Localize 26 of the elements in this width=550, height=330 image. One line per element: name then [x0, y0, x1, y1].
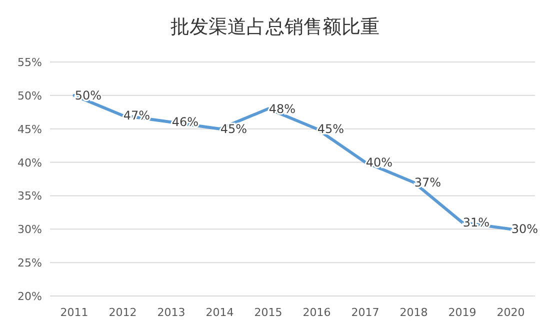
x-tick-label: 2013	[157, 306, 186, 319]
y-tick-label: 45%	[18, 122, 42, 136]
data-label: 45%	[220, 122, 248, 136]
x-tick-label: 2012	[108, 306, 137, 319]
x-tick-label: 2019	[448, 306, 476, 319]
chart-title: 批发渠道占总销售额比重	[170, 16, 380, 38]
y-tick-label: 25%	[18, 256, 42, 270]
y-tick-label: 30%	[18, 223, 42, 236]
y-tick-label: 20%	[18, 290, 42, 303]
x-tick-label: 2011	[60, 306, 88, 319]
x-tick-label: 2020	[496, 306, 525, 319]
x-tick-label: 2015	[254, 306, 282, 319]
x-tick-label: 2016	[302, 306, 331, 319]
y-tick-label: 55%	[18, 56, 42, 69]
y-tick-label: 40%	[18, 156, 42, 170]
x-tick-label: 2017	[351, 306, 380, 319]
y-tick-label: 35%	[18, 190, 42, 203]
y-tick-label: 50%	[18, 89, 42, 102]
x-tick-label: 2014	[206, 306, 234, 319]
data-label: 37%	[414, 175, 442, 190]
data-label: 48%	[268, 102, 296, 116]
data-label: 40%	[366, 155, 393, 170]
data-label: 30%	[511, 222, 538, 236]
data-label: 45%	[317, 122, 344, 136]
data-label: 50%	[74, 88, 102, 102]
x-tick-label: 2018	[400, 306, 428, 319]
